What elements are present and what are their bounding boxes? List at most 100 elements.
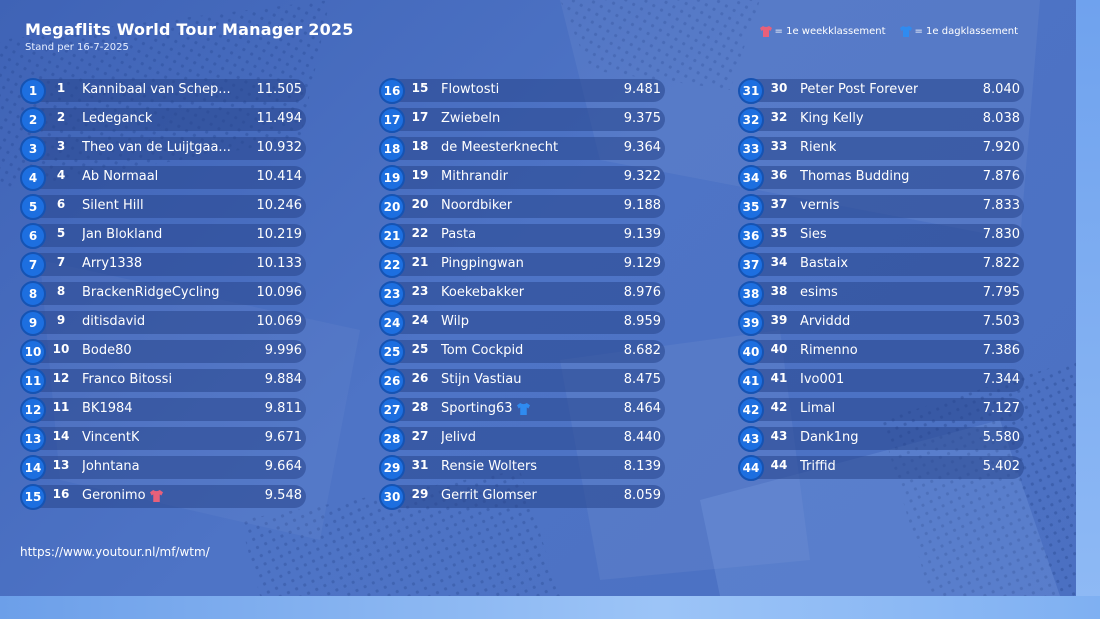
team-name: de Meesterknecht: [441, 140, 609, 155]
previous-rank: 2: [56, 110, 66, 124]
standings-column-2: 16 15 Flowtosti 9.481 17 17 Zwiebeln 9.375 18 18 d…: [379, 78, 669, 513]
rank-badge: 25: [379, 339, 405, 365]
row-bar: [742, 108, 1024, 131]
standings-row: 32 32 King Kelly 8.038: [738, 107, 1028, 133]
standings-row: 42 42 Limal 7.127: [738, 397, 1028, 423]
standings-row: 8 8 BrackenRidgeCycling 10.096: [20, 281, 310, 307]
row-bar: [383, 137, 665, 160]
standings-row: 17 17 Zwiebeln 9.375: [379, 107, 669, 133]
rank-badge: 20: [379, 194, 405, 220]
team-name-text: Ivo001: [800, 372, 845, 387]
team-name-text: Limal: [800, 401, 836, 416]
footer-url[interactable]: https://www.youtour.nl/mf/wtm/: [20, 545, 210, 559]
standings-row: 39 39 Arviddd 7.503: [738, 310, 1028, 336]
rank-badge: 21: [379, 223, 405, 249]
team-score: 5.402: [982, 459, 1020, 474]
row-bar: [383, 224, 665, 247]
row-bar: [383, 456, 665, 479]
team-name: Silent Hill: [82, 198, 250, 213]
rank-badge: 12: [20, 397, 46, 423]
row-bar: [383, 195, 665, 218]
team-name-text: Jelivd: [441, 430, 477, 445]
team-name-text: BK1984: [82, 401, 133, 416]
team-score: 9.322: [623, 169, 661, 184]
previous-rank: 36: [770, 168, 788, 182]
team-score: 10.133: [256, 256, 303, 271]
team-name: Johntana: [82, 459, 250, 474]
previous-rank: 40: [770, 342, 788, 356]
standings-row: 2 2 Ledeganck 11.494: [20, 107, 310, 133]
team-name: Jelivd: [441, 430, 609, 445]
team-name-text: Pingpingwan: [441, 256, 524, 271]
legend-day-label: = 1e dagklassement: [914, 26, 1019, 37]
previous-rank: 33: [770, 139, 788, 153]
rank-badge: 6: [20, 223, 46, 249]
standings-row: 33 33 Rienk 7.920: [738, 136, 1028, 162]
team-score: 9.548: [264, 488, 302, 503]
row-bar: [383, 369, 665, 392]
team-score: 7.822: [982, 256, 1020, 271]
rank-badge: 35: [738, 194, 764, 220]
previous-rank: 30: [770, 81, 788, 95]
team-name: King Kelly: [800, 111, 968, 126]
red-jersey-icon: [149, 489, 163, 502]
rank-badge: 30: [379, 484, 405, 510]
standings-row: 44 44 Triffid 5.402: [738, 455, 1028, 481]
rank-badge: 33: [738, 136, 764, 162]
standings-row: 9 9 ditisdavid 10.069: [20, 310, 310, 336]
team-name-text: Silent Hill: [82, 198, 144, 213]
previous-rank: 13: [52, 458, 70, 472]
team-name-text: Ledeganck: [82, 111, 153, 126]
rank-badge: 44: [738, 455, 764, 481]
previous-rank: 29: [411, 487, 429, 501]
team-score: 9.996: [264, 343, 302, 358]
team-score: 7.830: [982, 227, 1020, 242]
team-score: 7.386: [982, 343, 1020, 358]
team-name-text: VincentK: [82, 430, 140, 445]
previous-rank: 41: [770, 371, 788, 385]
team-name: Ab Normaal: [82, 169, 250, 184]
rank-badge: 3: [20, 136, 46, 162]
standings-row: 23 23 Koekebakker 8.976: [379, 281, 669, 307]
standings-row: 20 20 Noordbiker 9.188: [379, 194, 669, 220]
rank-badge: 29: [379, 455, 405, 481]
team-name-text: BrackenRidgeCycling: [82, 285, 220, 300]
row-bar: [24, 108, 306, 131]
legend-week: = 1e weekklassement: [759, 26, 886, 37]
rank-badge: 1: [20, 78, 46, 104]
legend-day: = 1e dagklassement: [899, 26, 1019, 37]
team-name-text: Tom Cockpid: [441, 343, 524, 358]
legend: = 1e weekklassement = 1e dagklassement: [759, 26, 1019, 37]
standings-row: 5 6 Silent Hill 10.246: [20, 194, 310, 220]
previous-rank: 1: [56, 81, 66, 95]
team-name-text: Bastaix: [800, 256, 849, 271]
team-name: Rimenno: [800, 343, 968, 358]
team-name-text: Johntana: [82, 459, 140, 474]
previous-rank: 5: [56, 226, 66, 240]
team-score: 7.503: [982, 314, 1020, 329]
standings-row: 34 36 Thomas Budding 7.876: [738, 165, 1028, 191]
team-name-text: Franco Bitossi: [82, 372, 173, 387]
previous-rank: 42: [770, 400, 788, 414]
team-name: Geronimo: [82, 488, 250, 503]
standings-row: 14 13 Johntana 9.664: [20, 455, 310, 481]
team-name-text: Kannibaal van Schep...: [82, 82, 231, 97]
row-bar: [742, 340, 1024, 363]
page-subtitle: Stand per 16-7-2025: [25, 42, 129, 53]
team-name: BK1984: [82, 401, 250, 416]
team-score: 8.475: [623, 372, 661, 387]
previous-rank: 4: [56, 168, 66, 182]
team-name-text: Jan Blokland: [82, 227, 163, 242]
blue-jersey-icon: [516, 402, 530, 415]
standings-row: 27 28 Sporting63 8.464: [379, 397, 669, 423]
rank-badge: 40: [738, 339, 764, 365]
team-name: ditisdavid: [82, 314, 250, 329]
team-score: 7.344: [982, 372, 1020, 387]
rank-badge: 2: [20, 107, 46, 133]
team-score: 8.440: [623, 430, 661, 445]
standings-row: 29 31 Rensie Wolters 8.139: [379, 455, 669, 481]
team-name: Ledeganck: [82, 111, 250, 126]
team-name-text: Thomas Budding: [800, 169, 910, 184]
bottom-edge-strip: [0, 596, 1100, 619]
team-name: Rienk: [800, 140, 968, 155]
